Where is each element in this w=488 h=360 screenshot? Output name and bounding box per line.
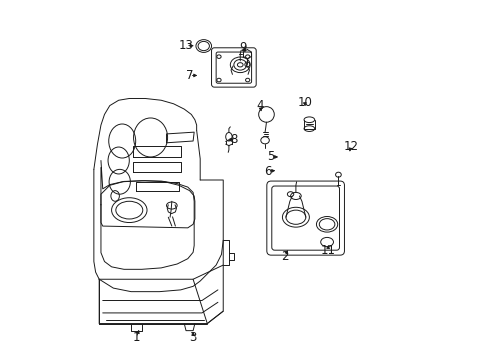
Text: 10: 10	[297, 95, 311, 108]
Text: 3: 3	[189, 331, 196, 344]
Text: 4: 4	[256, 99, 264, 112]
Text: 2: 2	[281, 250, 288, 263]
Text: 12: 12	[343, 140, 358, 153]
Text: 5: 5	[267, 150, 274, 163]
Text: 1: 1	[132, 331, 140, 344]
Text: 11: 11	[320, 244, 335, 257]
Text: 7: 7	[185, 69, 193, 82]
Text: 6: 6	[263, 165, 271, 177]
Text: 13: 13	[178, 39, 193, 52]
Text: 8: 8	[230, 133, 237, 146]
Text: 9: 9	[239, 41, 246, 54]
